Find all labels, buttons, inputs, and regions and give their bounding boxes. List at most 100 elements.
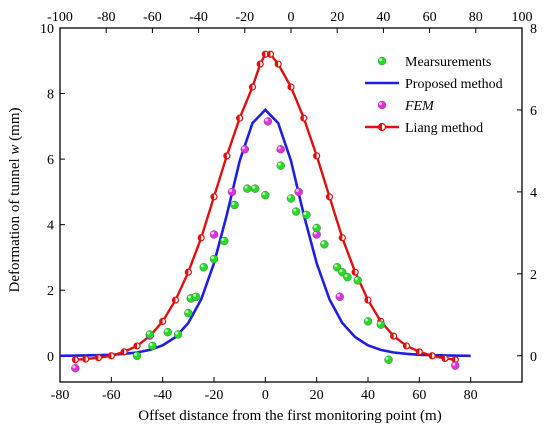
data-point-shine — [365, 318, 369, 322]
data-point-body — [163, 327, 173, 337]
series-marker-half — [390, 333, 394, 340]
legend-swatch — [377, 100, 387, 110]
x2-tick-label: -40 — [189, 10, 208, 25]
series-marker-half — [108, 352, 112, 359]
data-point — [286, 194, 296, 203]
data-point-body — [173, 330, 183, 339]
data-point — [335, 292, 344, 301]
legend-swatch-marker-half — [378, 123, 382, 131]
x2-tick-label: -60 — [143, 10, 162, 25]
legend-swatch — [377, 56, 387, 66]
series-marker — [71, 356, 80, 364]
series-marker — [325, 193, 334, 201]
x2-tick-label: -80 — [97, 10, 116, 25]
data-point-shine — [293, 208, 297, 212]
data-point — [148, 341, 157, 351]
legend-item: FEM — [377, 99, 435, 114]
data-point-shine — [336, 293, 340, 297]
series-marker-half — [257, 61, 261, 68]
legend-label: Liang method — [405, 121, 483, 136]
series-marker — [313, 152, 321, 160]
y-tick-label: 4 — [47, 219, 54, 234]
data-point — [363, 317, 373, 326]
axes: -80 -60 -40 -20 0 20 40 60 80-100 -80 -60 -40 -20 0 20… — [40, 10, 537, 403]
data-point — [320, 240, 329, 249]
data-point — [343, 272, 352, 282]
data-point-body — [220, 236, 229, 246]
x2-tick-label: 80 — [469, 10, 483, 25]
series-marker — [256, 60, 264, 68]
data-point — [250, 184, 260, 193]
series-marker-half — [262, 51, 266, 58]
data-point-body — [240, 145, 250, 154]
series-marker-half — [326, 193, 330, 200]
x-tick-label: 40 — [361, 388, 375, 403]
legend-item: Proposed method — [365, 77, 503, 92]
series-marker-half — [288, 84, 291, 90]
series-marker — [184, 268, 192, 276]
legend-swatch-shine — [379, 102, 383, 106]
x2-tick-label: 0 — [288, 10, 295, 25]
data-point-shine — [231, 202, 235, 206]
data-point-shine — [244, 185, 248, 189]
data-point-body — [320, 240, 329, 249]
data-point-shine — [313, 231, 317, 235]
data-point-shine — [288, 195, 292, 199]
y2-tick-label: 8 — [530, 22, 537, 37]
data-point-shine — [164, 329, 168, 333]
series-marker — [120, 348, 128, 356]
data-point-body — [227, 187, 237, 197]
data-point-shine — [146, 331, 150, 335]
data-point — [220, 236, 229, 246]
series-marker-half — [365, 297, 368, 304]
data-point — [291, 207, 301, 216]
series-marker — [415, 348, 423, 356]
data-point-shine — [149, 343, 153, 347]
series-marker-half — [121, 348, 125, 355]
data-point-shine — [313, 225, 317, 229]
series-marker — [248, 83, 257, 91]
legend-label: FEM — [404, 99, 435, 114]
data-point-body — [363, 317, 373, 326]
series-layer — [60, 50, 471, 373]
series-marker — [364, 296, 372, 304]
data-point-shine — [229, 188, 233, 193]
series-marker — [351, 268, 359, 276]
x2-tick-label: 60 — [423, 10, 437, 25]
data-point — [145, 330, 155, 339]
data-point-shine — [200, 264, 204, 268]
data-point — [132, 351, 142, 360]
data-point — [209, 230, 219, 239]
series-marker-half — [185, 269, 189, 276]
series-marker-half — [416, 348, 420, 355]
y2-tick-label: 0 — [530, 350, 537, 365]
data-point-shine — [211, 256, 215, 260]
data-point-shine — [295, 188, 299, 193]
x2-tick-label: -100 — [47, 10, 73, 25]
series-marker-half — [452, 356, 456, 363]
data-point-body — [286, 194, 296, 203]
data-point-shine — [72, 365, 76, 369]
data-point-body — [71, 364, 80, 373]
data-point-body — [132, 351, 142, 360]
x-tick-label: -40 — [153, 388, 172, 403]
x-tick-label: 80 — [464, 388, 478, 403]
series-marker — [210, 193, 218, 201]
data-point-body — [145, 330, 155, 339]
data-point-shine — [187, 295, 192, 299]
series-marker-half — [236, 115, 240, 122]
y-tick-label: 10 — [40, 22, 54, 37]
data-point-body — [230, 200, 239, 210]
data-point — [261, 190, 270, 200]
series-line — [75, 53, 456, 361]
data-point-shine — [211, 231, 215, 235]
y2-tick-label: 4 — [530, 186, 537, 201]
data-point — [338, 267, 347, 277]
legend-swatch-body — [377, 100, 387, 110]
series-marker-half — [403, 342, 407, 349]
data-point — [276, 161, 285, 170]
data-point-shine — [354, 277, 358, 281]
data-point-shine — [344, 274, 348, 278]
series-marker — [197, 234, 205, 242]
series-marker-half — [249, 84, 253, 90]
